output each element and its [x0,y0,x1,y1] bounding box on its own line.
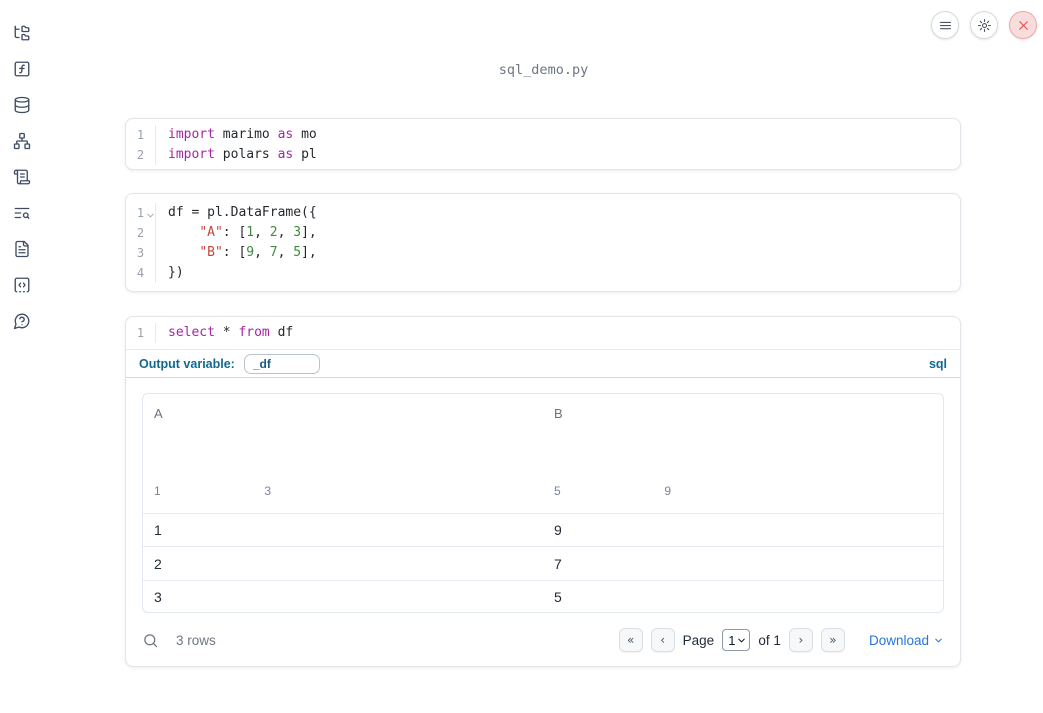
page-select[interactable]: 1 [722,629,751,651]
code-editor-line[interactable]: df = pl.DataFrame({ [168,205,317,220]
settings-button[interactable] [970,11,998,39]
line-number: 4 [126,263,156,283]
table-header: A 1 3 B [143,394,943,513]
line-number: 1 [126,323,156,343]
help-bubble-icon[interactable] [11,310,33,332]
table-cell: 7 [554,555,562,572]
log-search-icon[interactable] [11,202,33,224]
table-row: 2 7 [143,546,943,579]
line-number: 3 [126,243,156,263]
cell-output: A 1 3 B [126,378,960,668]
column-header-a[interactable]: A 1 3 [143,394,543,513]
last-page-button[interactable]: » [820,628,845,652]
table-cell: 3 [154,588,162,605]
code-editor-line[interactable]: }) [168,265,184,280]
code-editor-line[interactable]: import polars as pl [168,147,317,162]
code-line: 2 import polars as pl [126,145,960,165]
chevron-down-icon [933,635,944,646]
code-line: 1 select * from df [126,323,960,343]
line-number: 1 [126,125,156,145]
code-editor-line[interactable]: "B": [9, 7, 5], [199,245,317,260]
chevron-left-icon: ‹ [660,633,666,647]
code-line: 1 df = pl.DataFrame({ [126,203,960,223]
page-select-value: 1 [728,632,736,648]
page-label: Page [682,632,715,648]
code-line: 2 "A": [1, 2, 3], [126,223,960,243]
language-badge: sql [928,356,947,371]
function-square-icon[interactable] [11,58,33,80]
close-button[interactable] [1009,11,1037,39]
close-x-icon [1016,18,1031,33]
output-variable-input[interactable] [243,353,320,374]
table-cell: 1 [154,522,162,539]
line-number: 2 [126,223,156,243]
table-footer: 3 rows « ‹ Page 1 of 1 › [142,625,944,655]
dependency-graph-icon[interactable] [11,130,33,152]
table-cell: 9 [554,522,562,539]
output-variable-label: Output variable: [139,356,235,371]
next-page-button[interactable]: › [788,628,813,652]
histogram-min-label: 5 [554,484,561,498]
sidebar [0,0,44,713]
first-page-button[interactable]: « [618,628,643,652]
code-editor-line[interactable]: "A": [1, 2, 3], [199,225,317,240]
table-row: 3 5 [143,579,943,612]
histogram-max-label: 3 [264,484,271,498]
dataframe-table: A 1 3 B [142,393,944,613]
line-number: 1 [136,206,145,220]
pagination: « ‹ Page 1 of 1 › » [618,628,944,652]
chevron-down-icon [736,635,747,646]
histogram-max-label: 9 [664,484,671,498]
sql-cell: 1 select * from df Output variable: sql … [125,316,961,667]
line-number: 2 [126,145,156,165]
document-icon[interactable] [11,238,33,260]
file-tree-icon[interactable] [11,22,33,44]
download-label: Download [868,632,929,648]
search-icon[interactable] [142,632,159,649]
gear-icon [977,18,992,33]
topbar [931,11,1037,39]
row-count: 3 rows [176,632,216,648]
code-line: 1 import marimo as mo [126,125,960,145]
code-editor-line[interactable]: import marimo as mo [168,127,317,142]
code-line: 3 "B": [9, 7, 5], [126,243,960,263]
scroll-icon[interactable] [11,166,33,188]
fold-chevron-icon[interactable] [145,207,156,218]
chevrons-left-icon: « [626,633,635,647]
chevrons-right-icon: » [829,633,837,647]
download-button[interactable]: Download [869,633,944,648]
output-variable-row: Output variable: sql [126,350,960,378]
snippets-code-icon[interactable] [11,274,33,296]
hamburger-menu-icon [938,18,953,33]
table-cell: 2 [154,555,162,572]
column-histogram: 1 3 [154,434,543,498]
database-icon[interactable] [11,94,33,116]
column-name: B [554,406,563,421]
column-header-b[interactable]: B 5 9 [543,394,943,513]
page-of-label: of 1 [758,632,781,648]
column-histogram: 5 9 [554,434,943,498]
code-editor-line[interactable]: select * from df [168,325,294,340]
code-cell-dataframe[interactable]: 1 df = pl.DataFrame({ 2 "A": [1, 2, 3], … [125,193,961,292]
table-row: 1 9 [143,513,943,546]
menu-button[interactable] [931,11,959,39]
column-name: A [154,406,163,421]
code-line: 4 }) [126,263,960,283]
previous-page-button[interactable]: ‹ [650,628,675,652]
histogram-min-label: 1 [154,484,161,498]
table-cell: 5 [554,588,562,605]
chevron-right-icon: › [798,633,804,647]
code-cell-imports[interactable]: 1 import marimo as mo 2 import polars as… [125,118,961,170]
notebook-filename: sql_demo.py [498,62,589,78]
sql-editor: 1 select * from df [126,317,960,350]
